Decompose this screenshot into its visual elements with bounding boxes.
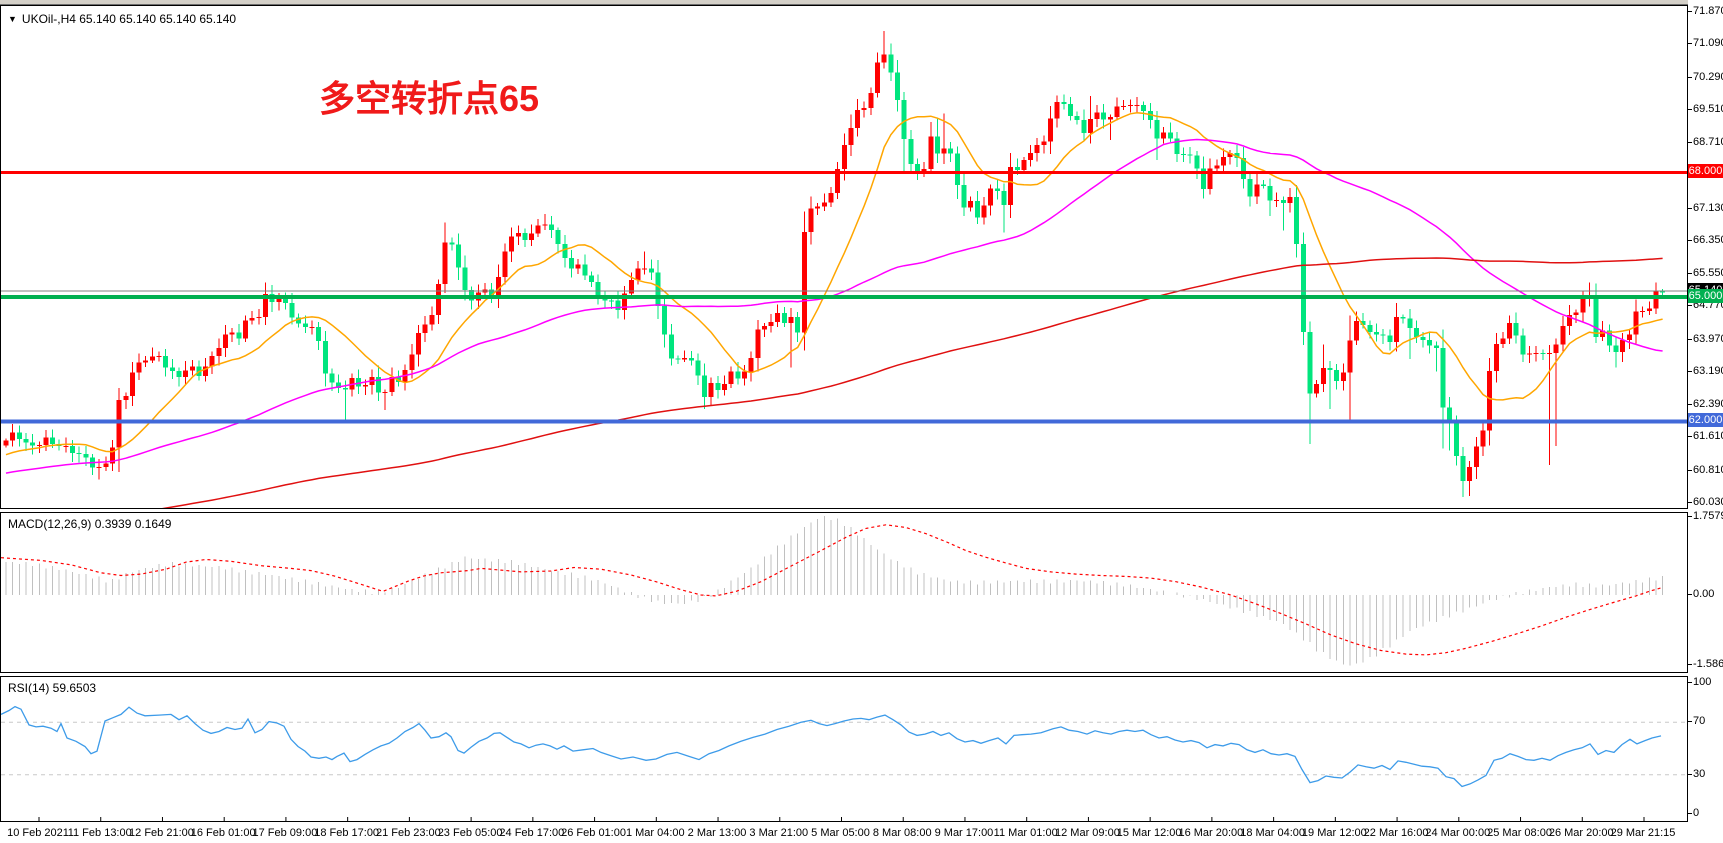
axis-label: 66.350 [1693, 234, 1723, 246]
time-axis-label: 5 Mar 05:00 [811, 827, 870, 839]
candlestick-chart[interactable] [1, 6, 1687, 508]
time-axis-label: 18 Mar 04:00 [1240, 827, 1306, 839]
axis-label: 71.090 [1693, 37, 1723, 49]
time-axis-label: 1 Mar 04:00 [625, 827, 685, 839]
axis-tick [1688, 721, 1692, 722]
time-axis-label: 19 Mar 12:00 [1301, 827, 1367, 839]
price-axis[interactable]: 71.87071.09070.29069.51068.71067.93067.1… [1688, 0, 1723, 843]
time-axis-label: 16 Feb 01:00 [190, 827, 256, 839]
axis-label: 0.00 [1693, 588, 1715, 600]
price-level-tag: 62.000 [1688, 413, 1723, 427]
axis-tick [1688, 43, 1692, 44]
price-level-tag: 65.000 [1688, 289, 1723, 303]
time-axis-label: 12 Mar 09:00 [1055, 827, 1120, 839]
symbol-quote-text: UKOil-,H4 65.140 65.140 65.140 65.140 [21, 12, 237, 26]
time-axis-label: 26 Feb 01:00 [561, 827, 626, 839]
axis-label: 68.710 [1693, 136, 1723, 148]
time-axis-label: 17 Feb 09:00 [252, 827, 318, 839]
time-axis-label: 29 Mar 21:15 [1610, 827, 1676, 839]
axis-tick [1688, 813, 1692, 814]
time-axis-label: 9 Mar 17:00 [934, 827, 994, 839]
time-axis-label: 10 Feb 2021 [7, 827, 69, 839]
axis-tick [1688, 11, 1692, 12]
axis-label: 65.550 [1693, 267, 1723, 279]
symbol-header: ▼ UKOil-,H4 65.140 65.140 65.140 65.140 [8, 12, 236, 26]
axis-tick [1688, 208, 1692, 209]
axis-tick [1688, 436, 1692, 437]
axis-tick [1688, 516, 1692, 517]
axis-label: 69.510 [1693, 103, 1723, 115]
time-axis-label: 25 Mar 08:00 [1487, 827, 1552, 839]
axis-label: 60.030 [1693, 496, 1723, 508]
axis-tick [1688, 404, 1692, 405]
macd-chart[interactable] [1, 513, 1687, 672]
time-axis-label: 23 Feb 05:00 [437, 827, 503, 839]
chevron-down-icon[interactable]: ▼ [8, 14, 17, 24]
time-axis-label: 16 Mar 20:00 [1178, 827, 1244, 839]
price-level-tag: 68.000 [1688, 164, 1723, 178]
axis-tick [1688, 371, 1692, 372]
time-axis-label: 11 Feb 13:00 [67, 827, 132, 839]
time-axis-label: 2 Mar 13:00 [687, 827, 747, 839]
axis-label: -1.5867 [1693, 658, 1723, 670]
rsi-chart[interactable] [1, 677, 1687, 821]
time-axis-label: 8 Mar 08:00 [872, 827, 932, 839]
axis-label: 70 [1693, 715, 1706, 727]
macd-indicator-panel[interactable]: MACD(12,26,9) 0.3939 0.1649 [0, 512, 1688, 673]
window-top-strip [0, 0, 1723, 5]
axis-label: 63.190 [1693, 365, 1723, 377]
axis-label: 70.290 [1693, 71, 1723, 83]
rsi-label: RSI(14) 59.6503 [8, 681, 97, 695]
rsi-indicator-panel[interactable]: RSI(14) 59.6503 [0, 676, 1688, 822]
chart-annotation-text: 多空转折点65 [319, 78, 540, 119]
axis-tick [1688, 109, 1692, 110]
axis-tick [1688, 664, 1692, 665]
axis-tick [1688, 273, 1692, 274]
axis-label: 1.7579 [1693, 510, 1723, 522]
axis-label: 63.970 [1693, 333, 1723, 345]
axis-tick [1688, 240, 1692, 241]
macd-label: MACD(12,26,9) 0.3939 0.1649 [8, 517, 172, 531]
time-axis-label: 12 Feb 21:00 [129, 827, 194, 839]
axis-label: 30 [1693, 768, 1706, 780]
axis-tick [1688, 142, 1692, 143]
time-axis-label: 18 Feb 17:00 [314, 827, 380, 839]
price-chart-panel[interactable]: ▼ UKOil-,H4 65.140 65.140 65.140 65.140 … [0, 5, 1688, 509]
time-axis-label: 24 Mar 00:00 [1425, 827, 1491, 839]
axis-tick [1688, 339, 1692, 340]
time-axis-label: 3 Mar 21:00 [749, 827, 809, 839]
axis-tick [1688, 502, 1692, 503]
axis-label: 71.870 [1693, 5, 1723, 17]
time-axis-label: 15 Mar 12:00 [1116, 827, 1182, 839]
axis-tick [1688, 682, 1692, 683]
axis-label: 62.390 [1693, 398, 1723, 410]
axis-label: 0 [1693, 807, 1700, 819]
axis-tick [1688, 77, 1692, 78]
time-axis-label: 22 Mar 16:00 [1363, 827, 1429, 839]
axis-tick [1688, 594, 1692, 595]
time-axis-label: 21 Feb 23:00 [375, 827, 441, 839]
axis-label: 100 [1693, 676, 1712, 688]
axis-tick [1688, 470, 1692, 471]
axis-tick [1688, 774, 1692, 775]
axis-label: 60.810 [1693, 464, 1723, 476]
time-axis[interactable]: 10 Feb 2021 11 Feb 13:00 12 Feb 21:00 16 Fe… [0, 823, 1688, 843]
axis-tick [1688, 305, 1692, 306]
time-axis-label: 11 Mar 01:00 [993, 827, 1058, 839]
axis-label: 61.610 [1693, 430, 1723, 442]
axis-label: 67.130 [1693, 202, 1723, 214]
time-axis-label: 24 Feb 17:00 [499, 827, 565, 839]
time-axis-label: 26 Mar 20:00 [1548, 827, 1614, 839]
